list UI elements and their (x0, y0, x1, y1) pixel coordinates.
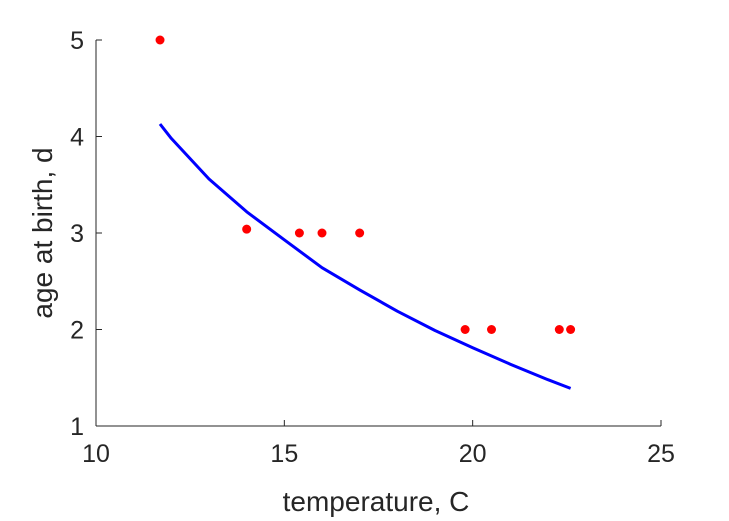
y-tick-label: 2 (70, 317, 84, 345)
data-point (355, 228, 365, 238)
data-point (317, 228, 327, 238)
plot-area: 1 2 3 4 5 10 15 20 25 (70, 27, 675, 468)
y-tick-label: 5 (70, 27, 84, 55)
x-tick-label: 10 (82, 440, 110, 468)
data-point (294, 228, 304, 238)
series-layer (155, 35, 576, 390)
x-axis-label: temperature, C (283, 486, 470, 517)
x-ticks: 10 15 20 25 (82, 420, 675, 468)
y-ticks: 1 2 3 4 5 (70, 27, 102, 441)
x-tick-label: 20 (459, 440, 487, 468)
data-point (242, 224, 252, 234)
data-point (566, 325, 576, 334)
fit-curve (158, 123, 572, 390)
x-tick-label: 25 (647, 440, 675, 468)
data-point (554, 325, 564, 334)
y-tick-label: 3 (70, 220, 84, 248)
y-tick-label: 4 (70, 124, 84, 152)
x-tick-label: 15 (270, 440, 298, 468)
data-point (155, 35, 165, 45)
y-tick-label: 1 (70, 413, 84, 441)
data-point (460, 325, 470, 334)
data-point (487, 325, 496, 334)
y-axis-label: age at birth, d (27, 147, 58, 318)
